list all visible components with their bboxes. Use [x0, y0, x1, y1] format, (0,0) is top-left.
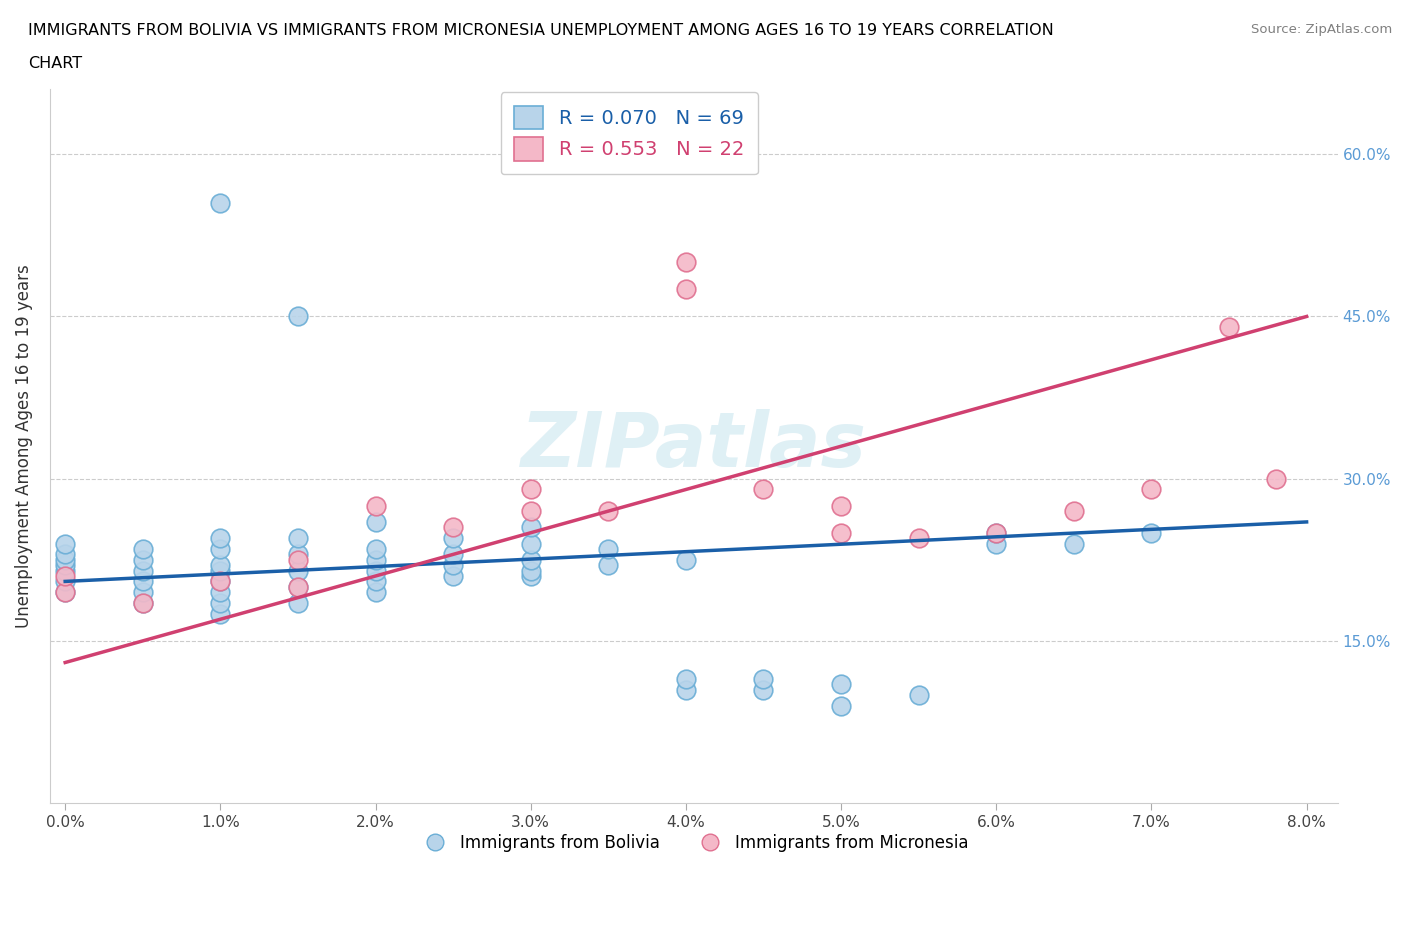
- Point: [907, 687, 929, 702]
- Point: [519, 482, 541, 497]
- Point: [364, 574, 387, 589]
- Point: [364, 498, 387, 513]
- Point: [441, 568, 464, 583]
- Point: [209, 585, 232, 600]
- Point: [132, 585, 155, 600]
- Point: [132, 595, 155, 610]
- Point: [209, 541, 232, 556]
- Point: [209, 574, 232, 589]
- Text: CHART: CHART: [28, 56, 82, 71]
- Point: [209, 606, 232, 621]
- Point: [132, 595, 155, 610]
- Point: [132, 574, 155, 589]
- Point: [209, 531, 232, 546]
- Point: [1264, 472, 1286, 486]
- Text: ZIPatlas: ZIPatlas: [520, 409, 866, 484]
- Point: [53, 547, 76, 562]
- Point: [53, 558, 76, 573]
- Point: [287, 579, 309, 594]
- Point: [1063, 536, 1085, 551]
- Point: [1140, 525, 1163, 540]
- Point: [53, 574, 76, 589]
- Point: [675, 671, 697, 686]
- Point: [441, 547, 464, 562]
- Point: [752, 482, 775, 497]
- Point: [209, 195, 232, 210]
- Point: [287, 531, 309, 546]
- Point: [1218, 320, 1240, 335]
- Point: [287, 547, 309, 562]
- Point: [209, 558, 232, 573]
- Point: [209, 574, 232, 589]
- Point: [598, 504, 620, 519]
- Point: [287, 309, 309, 324]
- Point: [1140, 482, 1163, 497]
- Point: [598, 558, 620, 573]
- Point: [53, 552, 76, 567]
- Point: [287, 595, 309, 610]
- Point: [830, 698, 852, 713]
- Point: [675, 282, 697, 297]
- Point: [752, 682, 775, 697]
- Point: [209, 595, 232, 610]
- Point: [53, 585, 76, 600]
- Point: [675, 255, 697, 270]
- Point: [830, 498, 852, 513]
- Point: [675, 552, 697, 567]
- Point: [209, 564, 232, 578]
- Legend: Immigrants from Bolivia, Immigrants from Micronesia: Immigrants from Bolivia, Immigrants from…: [412, 828, 976, 859]
- Point: [53, 564, 76, 578]
- Point: [519, 552, 541, 567]
- Point: [364, 564, 387, 578]
- Text: Source: ZipAtlas.com: Source: ZipAtlas.com: [1251, 23, 1392, 36]
- Point: [519, 568, 541, 583]
- Point: [287, 579, 309, 594]
- Y-axis label: Unemployment Among Ages 16 to 19 years: Unemployment Among Ages 16 to 19 years: [15, 264, 32, 628]
- Point: [986, 536, 1008, 551]
- Point: [53, 585, 76, 600]
- Point: [441, 520, 464, 535]
- Point: [752, 671, 775, 686]
- Point: [986, 525, 1008, 540]
- Point: [519, 564, 541, 578]
- Point: [598, 541, 620, 556]
- Point: [675, 682, 697, 697]
- Point: [53, 568, 76, 583]
- Point: [907, 531, 929, 546]
- Point: [132, 541, 155, 556]
- Point: [287, 564, 309, 578]
- Point: [132, 564, 155, 578]
- Point: [519, 504, 541, 519]
- Point: [519, 520, 541, 535]
- Point: [830, 525, 852, 540]
- Point: [986, 525, 1008, 540]
- Point: [441, 558, 464, 573]
- Point: [364, 552, 387, 567]
- Point: [364, 541, 387, 556]
- Point: [441, 531, 464, 546]
- Point: [364, 514, 387, 529]
- Point: [830, 677, 852, 692]
- Point: [287, 552, 309, 567]
- Point: [1063, 504, 1085, 519]
- Text: IMMIGRANTS FROM BOLIVIA VS IMMIGRANTS FROM MICRONESIA UNEMPLOYMENT AMONG AGES 16: IMMIGRANTS FROM BOLIVIA VS IMMIGRANTS FR…: [28, 23, 1054, 38]
- Point: [364, 585, 387, 600]
- Point: [53, 536, 76, 551]
- Point: [132, 552, 155, 567]
- Point: [519, 536, 541, 551]
